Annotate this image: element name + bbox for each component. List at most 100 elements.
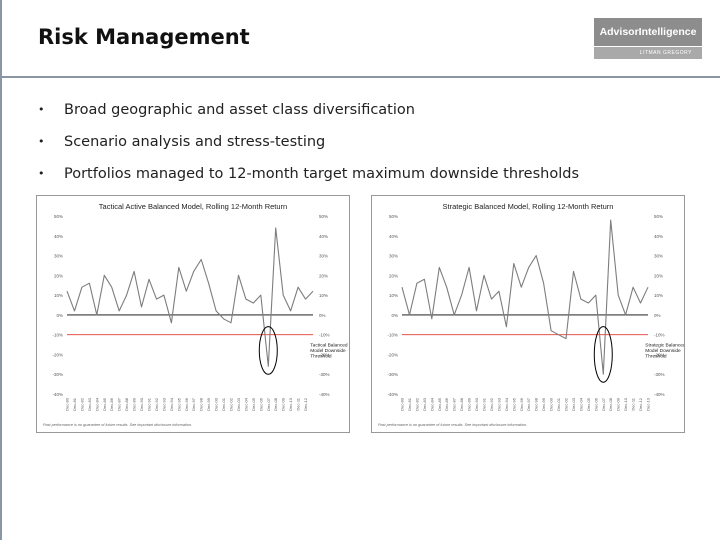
y-tick-label-right: 10% <box>654 293 663 298</box>
y-tick-label-right: 50% <box>319 214 328 219</box>
y-tick-label-right: -30% <box>319 372 330 377</box>
trough-highlight-ellipse <box>593 326 613 383</box>
x-tick-label: Dec-84 <box>429 397 434 411</box>
bullet-text: Broad geographic and asset class diversi… <box>64 102 415 118</box>
x-tick-label: Dec-81 <box>407 397 412 411</box>
x-tick-label: Dec-04 <box>243 397 248 411</box>
bullet-item: • Scenario analysis and stress-testing <box>38 132 579 164</box>
bullet-text: Portfolios managed to 12-month target ma… <box>64 166 580 182</box>
y-tick-label-left: -20% <box>387 352 398 357</box>
x-tick-label: Dec-93 <box>496 397 501 411</box>
logo-subbrand: LITMAN GREGORY <box>594 47 702 59</box>
y-tick-label-right: 0% <box>654 313 661 318</box>
y-tick-label-left: 20% <box>389 273 398 278</box>
company-logo: AdvisorIntelligence LITMAN GREGORY <box>594 18 702 59</box>
y-tick-label-right: 20% <box>654 273 663 278</box>
y-tick-label-right: -30% <box>654 372 665 377</box>
x-tick-label: Dec-07 <box>601 397 606 411</box>
bullet-icon: • <box>38 103 45 116</box>
x-tick-label: Dec-94 <box>504 397 509 411</box>
x-tick-label: Dec-12 <box>638 397 643 411</box>
x-tick-label: Dec-92 <box>489 397 494 411</box>
y-tick-label-right: 40% <box>654 234 663 239</box>
y-tick-label-left: -10% <box>52 333 63 338</box>
x-tick-label: Dec-82 <box>79 397 84 411</box>
x-tick-label: Dec-13 <box>646 397 651 411</box>
y-tick-label-right: -20% <box>654 352 665 357</box>
tactical-chart-svg: Tactical Active Balanced Model, Rolling … <box>43 202 348 427</box>
threshold-annotation: Tactical Balanced Model Downside Threshold <box>310 343 348 360</box>
bullet-text: Scenario analysis and stress-testing <box>64 134 326 150</box>
x-tick-label: Dec-06 <box>593 397 598 411</box>
x-tick-label: Dec-09 <box>281 397 286 411</box>
y-tick-label-right: 10% <box>319 293 328 298</box>
x-tick-label: Dec-97 <box>526 397 531 411</box>
strategic-chart: Strategic Balanced Model, Rolling 12-Mon… <box>371 195 685 433</box>
series-line <box>401 219 649 375</box>
trough-highlight-ellipse <box>258 326 278 375</box>
y-tick-label-left: -30% <box>387 372 398 377</box>
y-tick-label-right: -20% <box>319 352 330 357</box>
x-tick-label: Dec-11 <box>296 397 301 410</box>
bullet-item: • Broad geographic and asset class divers… <box>38 100 579 132</box>
x-tick-label: Dec-09 <box>616 397 621 411</box>
x-tick-label: Dec-05 <box>251 397 256 411</box>
y-tick-label-left: 50% <box>389 214 398 219</box>
y-tick-label-right: 40% <box>319 234 328 239</box>
y-tick-label-left: 50% <box>54 214 63 219</box>
chart-title: Tactical Active Balanced Model, Rolling … <box>99 202 287 211</box>
x-tick-label: Dec-97 <box>191 397 196 411</box>
threshold-annotation-line: Threshold <box>310 354 332 360</box>
x-tick-label: Dec-08 <box>273 397 278 411</box>
y-tick-label-left: 0% <box>56 313 63 318</box>
strategic-chart-svg: Strategic Balanced Model, Rolling 12-Mon… <box>378 202 684 427</box>
x-tick-label: Dec-01 <box>221 397 226 411</box>
x-tick-label: Dec-90 <box>474 397 479 411</box>
x-tick-label: Dec-88 <box>459 397 464 411</box>
y-tick-label-left: 10% <box>389 293 398 298</box>
x-tick-label: Dec-03 <box>571 397 576 411</box>
threshold-annotation-line: Model Downside <box>310 348 346 354</box>
x-tick-label: Dec-03 <box>236 397 241 411</box>
logo-brand: AdvisorIntelligence <box>594 18 702 46</box>
y-tick-label-left: -30% <box>52 372 63 377</box>
y-tick-label-right: 0% <box>319 313 326 318</box>
y-tick-label-left: 40% <box>389 234 398 239</box>
x-tick-label: Dec-90 <box>139 397 144 411</box>
x-tick-label: Dec-80 <box>65 397 70 411</box>
series-line <box>66 227 314 367</box>
x-tick-label: Dec-80 <box>400 397 405 411</box>
x-tick-label: Dec-01 <box>556 397 561 411</box>
x-tick-label: Dec-12 <box>303 397 308 411</box>
x-tick-label: Dec-88 <box>124 397 129 411</box>
chart-footnote: Past performance is no guarantee of futu… <box>43 423 192 427</box>
y-tick-label-right: 30% <box>319 254 328 259</box>
x-tick-label: Dec-10 <box>623 397 628 411</box>
x-tick-label: Dec-96 <box>184 397 189 411</box>
x-tick-label: Dec-98 <box>534 397 539 411</box>
y-tick-label-left: -20% <box>52 352 63 357</box>
x-tick-label: Dec-86 <box>109 397 114 411</box>
x-tick-label: Dec-02 <box>564 397 569 411</box>
x-tick-label: Dec-95 <box>176 397 181 411</box>
bullet-item: • Portfolios managed to 12-month target m… <box>38 164 579 196</box>
x-tick-label: Dec-84 <box>94 397 99 411</box>
x-tick-label: Dec-92 <box>154 397 159 411</box>
y-tick-label-right: -10% <box>654 333 665 338</box>
chart-title: Strategic Balanced Model, Rolling 12-Mon… <box>443 202 614 211</box>
x-tick-label: Dec-00 <box>214 397 219 411</box>
x-tick-label: Dec-83 <box>422 397 427 411</box>
y-tick-label-right: 50% <box>654 214 663 219</box>
x-tick-label: Dec-08 <box>608 397 613 411</box>
y-tick-label-left: -10% <box>387 333 398 338</box>
x-tick-label: Dec-86 <box>444 397 449 411</box>
threshold-annotation-line: Tactical Balanced <box>310 343 348 349</box>
x-tick-label: Dec-98 <box>199 397 204 411</box>
x-tick-label: Dec-99 <box>541 397 546 411</box>
x-tick-label: Dec-89 <box>467 397 472 411</box>
x-tick-label: Dec-81 <box>72 397 77 411</box>
y-tick-label-left: 40% <box>54 234 63 239</box>
y-tick-label-left: 0% <box>391 313 398 318</box>
y-tick-label-left: 10% <box>54 293 63 298</box>
x-tick-label: Dec-85 <box>437 397 442 411</box>
